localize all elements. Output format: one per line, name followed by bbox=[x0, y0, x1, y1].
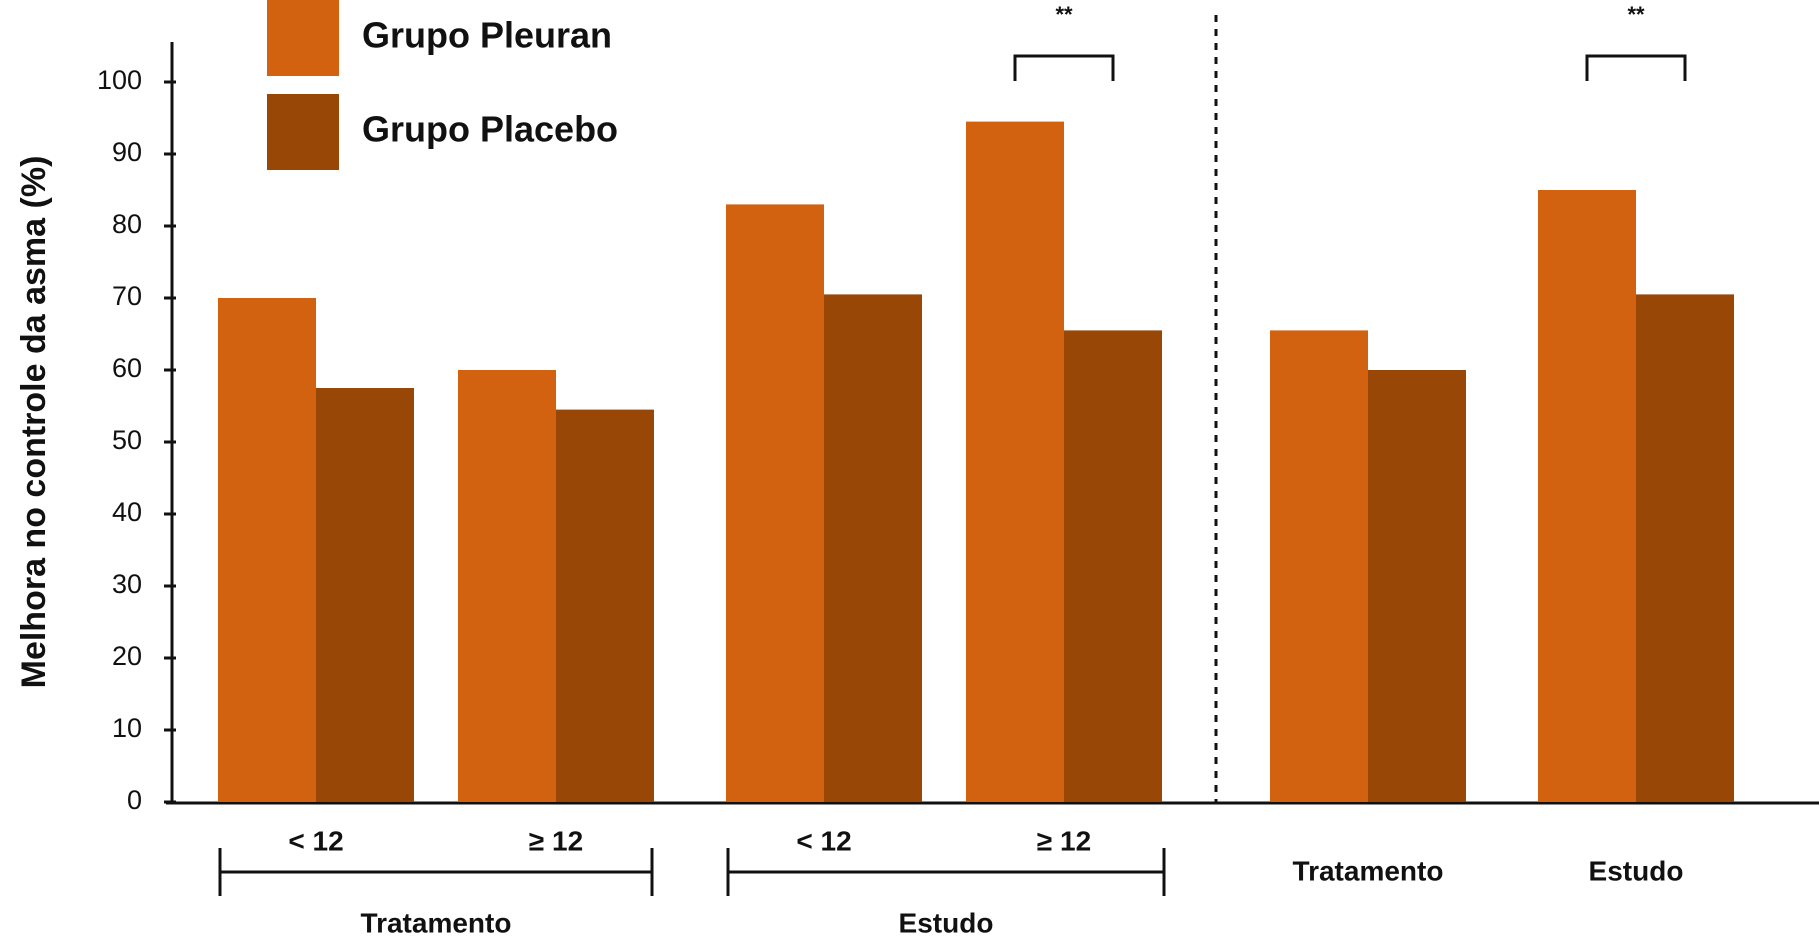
x-tick-label: Estudo bbox=[1589, 855, 1684, 886]
bar-placebo bbox=[556, 409, 654, 802]
y-tick-label: 20 bbox=[112, 641, 142, 671]
y-tick-label: 40 bbox=[112, 497, 142, 527]
bar-pleuran bbox=[218, 298, 316, 802]
y-tick-label: 70 bbox=[112, 281, 142, 311]
bar-placebo bbox=[1636, 294, 1734, 802]
y-tick-label: 10 bbox=[112, 713, 142, 743]
significance-label: ** bbox=[1627, 2, 1645, 27]
y-tick-label: 60 bbox=[112, 353, 142, 383]
significance-bracket bbox=[1585, 54, 1687, 81]
significance-markers: ** ** bbox=[1013, 2, 1687, 81]
significance-label: ** bbox=[1055, 2, 1073, 27]
y-tick-label: 100 bbox=[97, 65, 142, 95]
y-tick-label: 50 bbox=[112, 425, 142, 455]
x-tick-label: < 12 bbox=[796, 825, 851, 856]
legend: Grupo Pleuran Grupo Placebo bbox=[267, 0, 618, 170]
group-label: Tratamento bbox=[361, 907, 512, 938]
bar-pleuran bbox=[1538, 190, 1636, 802]
y-axis: 0 10 20 30 40 50 60 70 80 90 100 bbox=[97, 15, 1819, 815]
y-tick-label: 90 bbox=[112, 137, 142, 167]
bar-pleuran bbox=[458, 370, 556, 802]
bar-placebo bbox=[316, 388, 414, 802]
legend-swatch bbox=[267, 0, 339, 76]
y-axis-title: Melhora no controle da asma (%) bbox=[15, 156, 53, 689]
y-tick-label: 30 bbox=[112, 569, 142, 599]
x-tick-label: ≥ 12 bbox=[1037, 825, 1091, 856]
x-tick-label: ≥ 12 bbox=[529, 825, 583, 856]
y-tick-label: 80 bbox=[112, 209, 142, 239]
x-axis-labels: < 12 ≥ 12 < 12 ≥ 12 Tratamento Estudo Tratamen… bbox=[218, 825, 1684, 938]
x-tick-label: < 12 bbox=[288, 825, 343, 856]
legend-label: Grupo Pleuran bbox=[362, 15, 612, 56]
bar-placebo bbox=[1368, 370, 1466, 802]
bar-pleuran bbox=[966, 121, 1064, 803]
y-tick-label: 0 bbox=[127, 785, 142, 815]
bar-placebo bbox=[1064, 330, 1162, 802]
significance-bracket bbox=[1013, 54, 1115, 81]
x-tick-label: Tratamento bbox=[1293, 855, 1444, 886]
legend-label: Grupo Placebo bbox=[362, 109, 618, 150]
bar-pleuran bbox=[726, 204, 824, 802]
bar-placebo bbox=[824, 294, 922, 802]
bar-pleuran bbox=[1270, 330, 1368, 802]
legend-swatch bbox=[267, 94, 339, 170]
group-label: Estudo bbox=[899, 907, 994, 938]
bars bbox=[218, 121, 1734, 803]
